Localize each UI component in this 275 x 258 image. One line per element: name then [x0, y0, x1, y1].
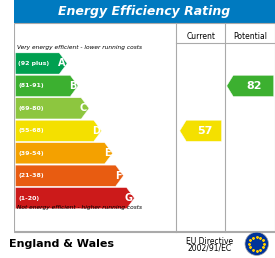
Polygon shape	[15, 188, 134, 209]
Text: Current: Current	[186, 32, 215, 41]
Text: England & Wales: England & Wales	[9, 239, 114, 249]
Text: F: F	[115, 171, 121, 181]
Text: 57: 57	[197, 126, 212, 136]
Polygon shape	[180, 120, 222, 141]
Text: G: G	[125, 193, 133, 203]
Polygon shape	[15, 75, 78, 96]
Text: Energy Efficiency Rating: Energy Efficiency Rating	[59, 5, 231, 18]
Text: B: B	[69, 81, 76, 91]
Polygon shape	[15, 143, 112, 164]
Text: Not energy efficient - higher running costs: Not energy efficient - higher running co…	[17, 205, 142, 210]
Text: Potential: Potential	[233, 32, 267, 41]
FancyBboxPatch shape	[14, 0, 275, 23]
Text: EU Directive: EU Directive	[186, 237, 233, 246]
Polygon shape	[15, 165, 123, 186]
Text: Very energy efficient - lower running costs: Very energy efficient - lower running co…	[17, 45, 142, 50]
Text: C: C	[80, 103, 87, 113]
Polygon shape	[15, 120, 101, 141]
Polygon shape	[227, 75, 274, 96]
Text: (55-68): (55-68)	[18, 128, 44, 133]
Text: D: D	[92, 126, 100, 136]
Polygon shape	[15, 53, 67, 74]
Polygon shape	[15, 98, 89, 119]
Text: 82: 82	[246, 81, 262, 91]
Text: 2002/91/EC: 2002/91/EC	[188, 244, 232, 253]
Text: (1-20): (1-20)	[18, 196, 39, 201]
Text: (21-38): (21-38)	[18, 173, 44, 178]
Text: A: A	[58, 59, 65, 68]
Circle shape	[245, 232, 268, 255]
Bar	[14, 23, 275, 232]
Text: E: E	[104, 148, 110, 158]
Text: (81-91): (81-91)	[18, 83, 44, 88]
Text: (92 plus): (92 plus)	[18, 61, 49, 66]
Text: (39-54): (39-54)	[18, 151, 44, 156]
Text: (69-80): (69-80)	[18, 106, 43, 111]
